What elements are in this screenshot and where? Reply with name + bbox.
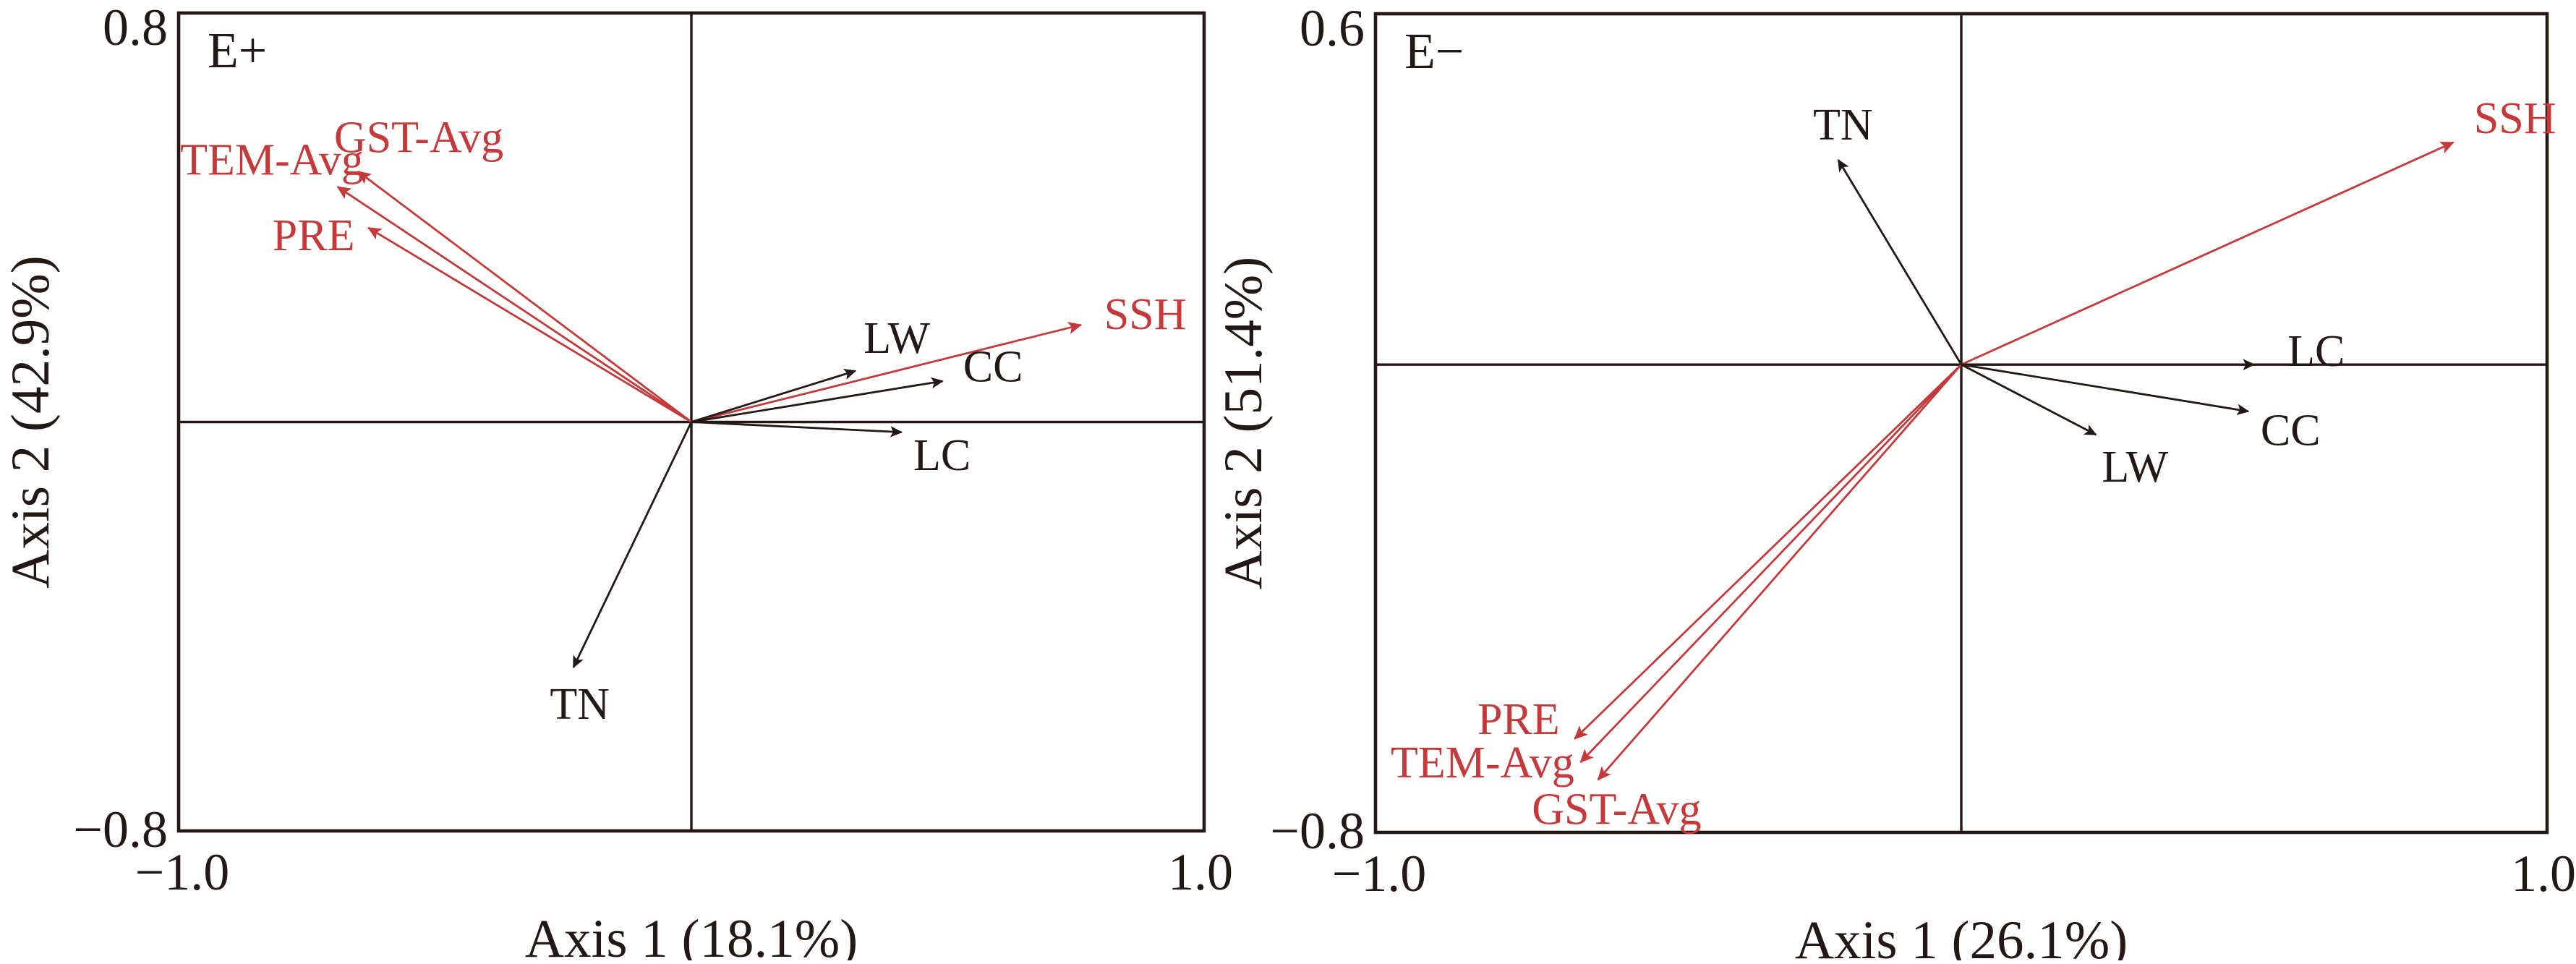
svg-text:SSH: SSH (2474, 94, 2556, 143)
svg-text:TEM-Avg: TEM-Avg (180, 135, 364, 184)
svg-text:TN: TN (1813, 101, 1873, 150)
svg-text:SSH: SSH (1104, 290, 1187, 339)
svg-text:−1.0: −1.0 (135, 843, 230, 901)
svg-text:CC: CC (963, 343, 1023, 392)
svg-text:0.6: 0.6 (1300, 0, 1365, 57)
svg-text:LC: LC (2287, 327, 2345, 376)
svg-text:Axis 2 (42.9%): Axis 2 (42.9%) (1, 255, 61, 588)
svg-text:LC: LC (913, 431, 971, 480)
svg-text:1.0: 1.0 (1168, 843, 1233, 901)
svg-text:1.0: 1.0 (2511, 845, 2576, 903)
svg-text:0.8: 0.8 (103, 0, 168, 56)
svg-text:E+: E+ (208, 23, 267, 79)
svg-text:LW: LW (863, 314, 930, 363)
svg-text:GST-Avg: GST-Avg (1532, 785, 1701, 835)
svg-text:PRE: PRE (1477, 695, 1560, 744)
svg-text:Axis 2 (51.4%): Axis 2 (51.4%) (1214, 257, 1274, 589)
svg-text:Axis 1 (26.1%): Axis 1 (26.1%) (1795, 910, 2128, 960)
svg-text:−1.0: −1.0 (1332, 845, 1427, 903)
svg-text:CC: CC (2261, 406, 2321, 456)
svg-text:TN: TN (550, 680, 610, 729)
svg-text:TEM-Avg: TEM-Avg (1391, 738, 1574, 788)
svg-text:Axis 1 (18.1%): Axis 1 (18.1%) (525, 909, 858, 960)
svg-text:PRE: PRE (273, 211, 355, 260)
svg-text:LW: LW (2102, 443, 2168, 492)
svg-text:E−: E− (1404, 24, 1464, 80)
